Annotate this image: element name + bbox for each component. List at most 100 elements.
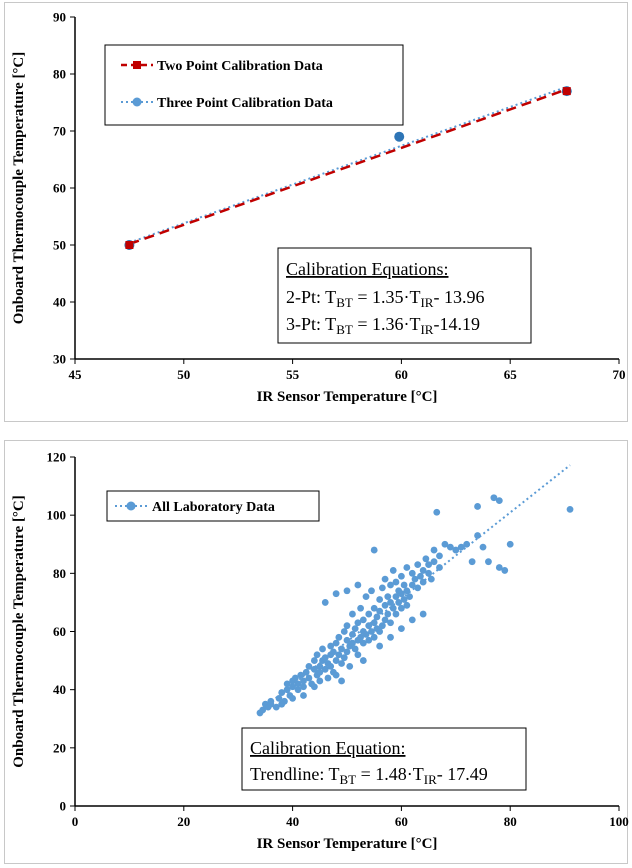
data-point <box>485 558 492 566</box>
data-point <box>495 497 503 505</box>
data-point <box>343 622 351 630</box>
y-tick-label: 40 <box>53 295 66 310</box>
data-point <box>327 663 335 670</box>
data-point <box>332 657 340 664</box>
data-point <box>316 677 324 685</box>
data-point <box>272 703 280 711</box>
two-point-marker <box>125 241 134 249</box>
data-point <box>302 668 310 676</box>
data-point <box>425 561 432 569</box>
x-tick-label: 50 <box>177 367 190 382</box>
legend-box <box>106 490 320 522</box>
data-point <box>310 683 318 691</box>
data-point <box>305 674 313 682</box>
x-tick-label: 45 <box>69 367 83 382</box>
data-point <box>381 575 389 583</box>
data-point <box>381 616 389 624</box>
data-point <box>387 619 394 627</box>
data-point <box>387 633 394 641</box>
calibration-chart: 45 50 55 60 65 70 30 40 50 60 70 80 90 IR Sensor Temp… <box>11 10 626 406</box>
data-point <box>408 616 416 624</box>
data-point <box>408 569 416 577</box>
equation-box: Calibration Equation: Trendline: TBT = 1.… <box>241 727 527 791</box>
data-point <box>566 505 574 513</box>
data-point <box>436 564 443 571</box>
data-point <box>351 645 359 653</box>
data-point <box>425 569 432 577</box>
data-point <box>346 663 354 670</box>
data-point <box>452 546 460 554</box>
data-point <box>398 625 405 632</box>
legend-three-point-marker <box>132 97 142 107</box>
data-point <box>408 581 416 589</box>
equation-heading: Calibration Equation: <box>250 738 405 758</box>
x-tick-label: 55 <box>286 367 300 382</box>
y-tick-label: 80 <box>53 67 66 82</box>
data-point <box>368 628 375 635</box>
data-point <box>376 596 384 603</box>
data-point <box>357 633 364 641</box>
data-point <box>387 581 394 589</box>
data-point <box>349 639 356 647</box>
x-tick-label: 20 <box>177 814 190 829</box>
x-tick-label: 60 <box>395 367 408 382</box>
data-point <box>419 610 427 618</box>
equations-frame <box>277 247 532 344</box>
data-point <box>376 628 384 635</box>
y-tick-label: 50 <box>53 238 66 253</box>
legend: Two Point Calibration Data Three Point Ca… <box>104 44 404 126</box>
data-point <box>392 593 400 600</box>
y-tick-label: 90 <box>53 10 66 25</box>
data-point <box>357 604 364 612</box>
data-point <box>398 590 405 598</box>
data-point <box>430 558 438 566</box>
data-point <box>392 610 400 618</box>
data-point <box>378 622 386 630</box>
data-point <box>381 601 389 609</box>
data-point <box>335 633 343 641</box>
data-point <box>411 575 419 583</box>
data-point <box>368 587 375 595</box>
data-point <box>389 567 397 574</box>
data-point <box>332 639 340 647</box>
data-point <box>376 607 384 615</box>
data-point <box>259 706 267 714</box>
data-point <box>463 540 471 548</box>
data-point <box>378 584 386 592</box>
data-point <box>392 578 400 586</box>
data-point <box>310 665 318 673</box>
x-tick-label: 40 <box>286 814 299 829</box>
data-point <box>387 599 394 606</box>
y-tick-label: 60 <box>53 181 66 196</box>
equations-heading: Calibration Equations: <box>286 259 448 279</box>
y-axis-title: Onboard Thermocouple Temperature [°C] <box>11 52 27 325</box>
data-point <box>300 677 307 685</box>
data-point <box>300 683 307 691</box>
data-point <box>436 552 443 560</box>
data-point <box>343 636 351 644</box>
data-point <box>343 587 351 595</box>
data-point <box>359 657 367 664</box>
data-point <box>321 599 329 606</box>
two-point-fit-line <box>128 88 568 246</box>
data-point <box>400 581 408 589</box>
y-tick-label: 60 <box>53 624 66 639</box>
y-tick-label: 100 <box>47 508 67 523</box>
data-point <box>370 633 378 641</box>
data-point <box>370 546 378 554</box>
trendline-equation: Trendline: TBT = 1.48·TIR- 17.49 <box>250 764 488 787</box>
x-tick-label: 65 <box>504 367 518 382</box>
x-tick-label: 0 <box>72 814 79 829</box>
data-point <box>294 686 302 694</box>
x-tick-label: 100 <box>609 814 629 829</box>
data-point <box>278 700 286 708</box>
data-point <box>354 651 362 659</box>
equations-box: Calibration Equations: 2-Pt: TBT = 1.35·T… <box>277 247 532 344</box>
trendline <box>259 464 571 712</box>
y-tick-label: 30 <box>53 352 66 367</box>
two-point-marker <box>562 87 571 96</box>
data-point <box>327 642 335 650</box>
three-point-marker <box>394 131 405 142</box>
data-point <box>495 564 503 571</box>
data-point <box>332 590 340 598</box>
